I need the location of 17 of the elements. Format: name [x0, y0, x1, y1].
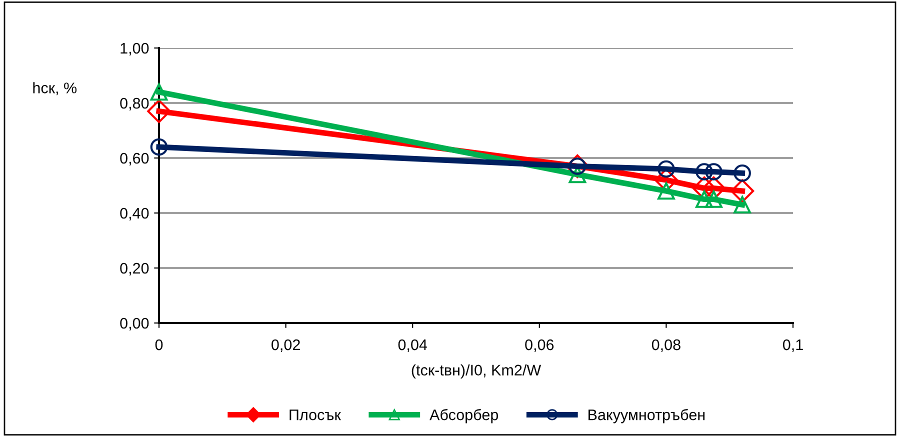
x-tick-label: 0,06 — [525, 339, 554, 352]
y-tick-label: 1,00 — [120, 42, 149, 56]
y-tick-label: 0,40 — [120, 208, 149, 220]
x-tick-label: 0 — [155, 339, 163, 350]
legend-label: Абсорбер — [430, 408, 498, 424]
y-tick-label: 0,20 — [120, 262, 149, 276]
x-tick-label: 0,1 — [782, 339, 803, 352]
legend-label: Плосък — [290, 410, 341, 420]
x-tick-label: 0,04 — [398, 339, 428, 352]
y-axis-title: hск, % — [33, 82, 77, 96]
y-tick-label: 0,80 — [120, 98, 149, 110]
x-tick-label: 0,08 — [652, 339, 680, 352]
y-tick-label: 0,00 — [120, 318, 149, 330]
legend-label: Вакуумнотръбен — [588, 408, 705, 424]
x-tick-label: 0,02 — [272, 339, 300, 352]
x-axis-title: (tск-tвн)/I0, Km2/W — [412, 364, 542, 379]
y-tick-label: 0,60 — [120, 152, 149, 166]
